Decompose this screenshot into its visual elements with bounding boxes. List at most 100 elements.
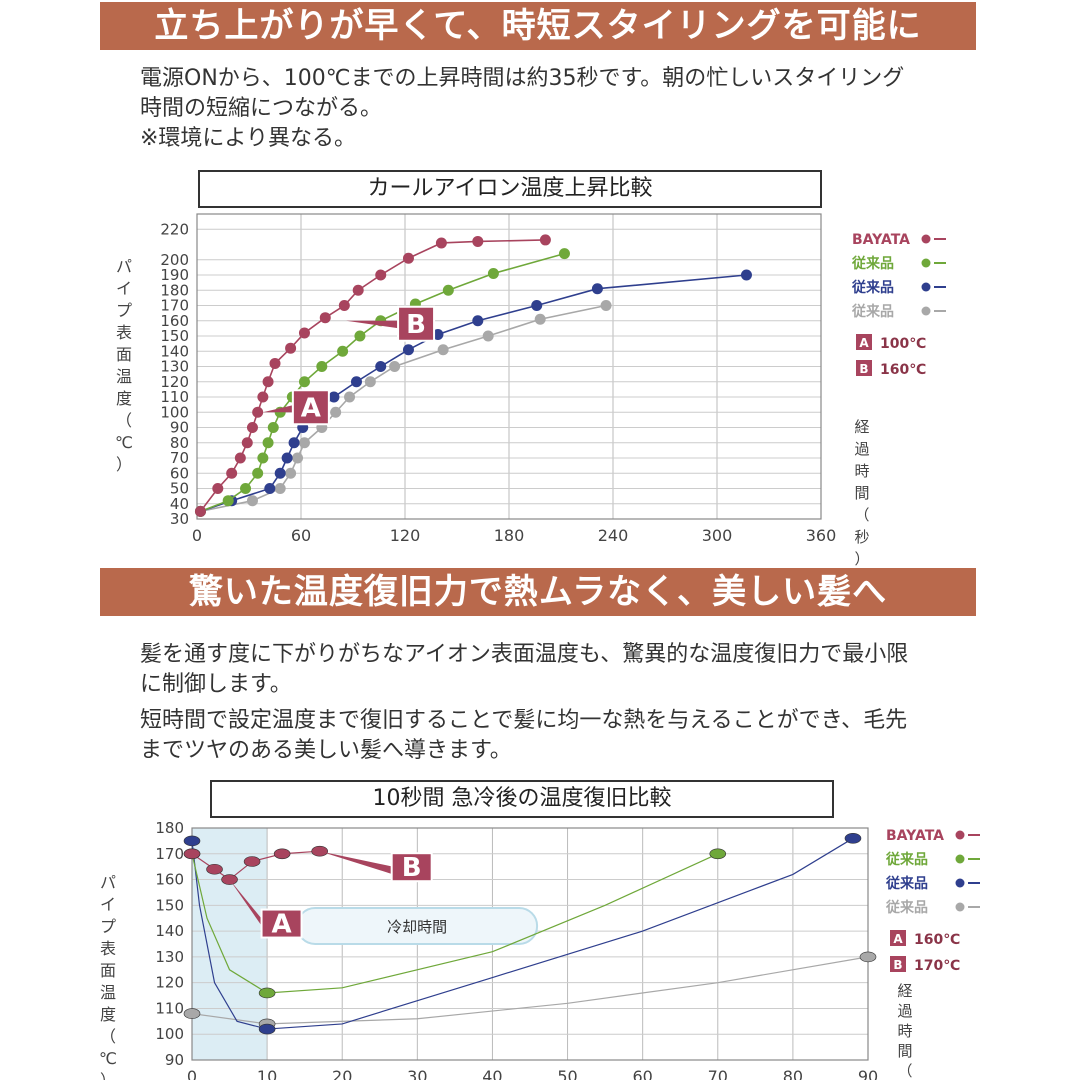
rise-y-tick: 220 — [160, 220, 189, 238]
rec-series-1-line — [191, 853, 719, 994]
rec-y-tick: 150 — [155, 896, 184, 914]
rise-series-0-point — [246, 422, 258, 433]
rise-series-0-point — [212, 483, 224, 494]
rec-legend-label-2: 従来品 — [885, 875, 928, 892]
rise-series-1-point — [337, 345, 349, 357]
rise-ylabel: パイプ表面温度（℃） — [115, 257, 133, 474]
rise-series-0-point — [234, 452, 246, 464]
rise-series-1-point — [442, 284, 454, 296]
rec-frame — [191, 827, 869, 1061]
rise-series-2-point — [328, 391, 340, 403]
rec-annotation-pointer-A — [229, 879, 266, 932]
rise-series-0-point — [375, 269, 387, 281]
rec-x-tick: 60 — [632, 1067, 652, 1080]
rise-y-tick: 50 — [170, 480, 189, 498]
rise-legend-annot-letter-B: B — [859, 362, 868, 376]
rise-y-tick: 60 — [170, 464, 189, 482]
rise-x-tick: 180 — [494, 526, 525, 545]
rec-y-tick: 120 — [155, 974, 184, 992]
rise-series-3-point — [285, 467, 297, 479]
rise-series-2-point — [375, 361, 387, 372]
rise-y-tick: 130 — [160, 358, 189, 376]
rise-legend-label-0: BAYATA — [852, 232, 910, 248]
rise-annotation-label-A: A — [301, 393, 321, 423]
rise-xlabel: 経過時間（秒） — [854, 418, 869, 568]
rec-annotation-label-A: A — [271, 910, 291, 940]
rec-x-tick: 70 — [708, 1067, 728, 1080]
rise-series-3-point — [274, 483, 286, 494]
rise-series-1-point — [252, 467, 264, 479]
rec-x-tick: 80 — [783, 1067, 803, 1080]
rise-y-tick: 180 — [160, 281, 189, 299]
rise-series-0-point — [472, 235, 484, 247]
rise-series-3-point — [298, 437, 310, 449]
rise-series-0-point — [194, 505, 206, 517]
rise-series-1-point — [316, 361, 328, 372]
rise-legend-dot-2 — [921, 282, 931, 292]
rise-y-tick: 70 — [170, 449, 189, 467]
rise-y-tick: 100 — [160, 403, 189, 421]
rec-xlabel: 経過時間（秒） — [897, 982, 912, 1080]
banner-recovery: 驚いた温度復旧力で熱ムラなく、美しい髪へ — [100, 568, 976, 616]
rise-y-tick: 30 — [170, 510, 189, 528]
rec-y-tick: 110 — [155, 999, 184, 1017]
rise-series-3-point — [330, 406, 342, 418]
banner-rise: 立ち上がりが早くて、時短スタイリングを可能に — [100, 2, 976, 50]
rise-series-1-point — [257, 452, 269, 464]
rise-x-tick: 60 — [291, 526, 311, 545]
rec-x-tick: 0 — [187, 1067, 197, 1080]
rise-series-0-point — [298, 327, 310, 339]
rise-series-1-point — [354, 330, 366, 342]
rec-legend-dot-0 — [955, 830, 965, 840]
rec-legend-dot-2 — [955, 878, 965, 888]
rec-series-2-line — [191, 837, 854, 1030]
rec-x-tick: 20 — [332, 1067, 352, 1080]
rec-series-2-point — [844, 833, 862, 844]
rise-y-tick: 150 — [160, 327, 189, 345]
rec-legend-annot-letter-B: B — [893, 958, 902, 972]
rise-series-0-point — [539, 234, 551, 246]
rise-legend-label-2: 従来品 — [851, 279, 894, 296]
rise-series-0-point — [269, 357, 281, 369]
rec-series-1-point — [258, 987, 276, 999]
rec-cooling-region — [192, 828, 268, 1060]
rec-series-3-point — [859, 951, 877, 963]
rise-x-tick: 120 — [390, 526, 421, 545]
rec-legend-dot-3 — [955, 902, 965, 912]
rec-x-tick: 30 — [407, 1067, 427, 1080]
rise-series-3-point — [482, 330, 494, 342]
rise-series-1-point — [487, 267, 499, 279]
rise-annotation-box-A — [291, 389, 330, 426]
chart1-title: カールアイロン温度上昇比較 — [198, 170, 822, 208]
rise-legend-dot-0 — [921, 234, 931, 244]
recovery-text-line2: に制御します。 — [140, 672, 292, 697]
rise-series-0-point — [252, 406, 264, 418]
rise-y-tick: 190 — [160, 266, 189, 284]
rec-legend-label-0: BAYATA — [886, 828, 944, 844]
rec-series-3-point — [183, 1008, 201, 1019]
rise-annotation-label-B: B — [406, 310, 426, 340]
rise-legend-annot-text-B: 160℃ — [880, 362, 926, 378]
rec-x-tick: 90 — [858, 1067, 878, 1080]
rise-series-3-point — [292, 452, 304, 464]
rec-legend-annot-box-A — [890, 930, 906, 946]
rise-x-tick: 240 — [598, 526, 629, 545]
rise-series-2-point — [432, 328, 444, 340]
rec-series-2-point — [258, 1023, 276, 1035]
rise-series-2-point — [264, 483, 276, 494]
rec-series-3-line — [191, 956, 869, 1025]
rise-y-tick: 80 — [170, 434, 189, 452]
rise-series-3-point — [246, 495, 258, 507]
recovery-text-line3: 短時間で設定温度まで復旧することで髪に均一な熱を与えることができ、毛先 — [140, 708, 908, 733]
rec-legend-annot-box-B — [890, 956, 906, 972]
rise-series-1-point — [298, 376, 310, 388]
rise-series-0-point — [319, 312, 331, 324]
rise-series-0-point — [352, 284, 364, 296]
rise-annotation-pointer-B — [346, 320, 403, 329]
rise-legend-annot-text-A: 100℃ — [880, 336, 926, 352]
rise-series-1-point — [267, 422, 279, 433]
rec-x-tick: 40 — [482, 1067, 502, 1080]
rec-ylabel: パイプ表面温度（℃） — [99, 873, 117, 1080]
